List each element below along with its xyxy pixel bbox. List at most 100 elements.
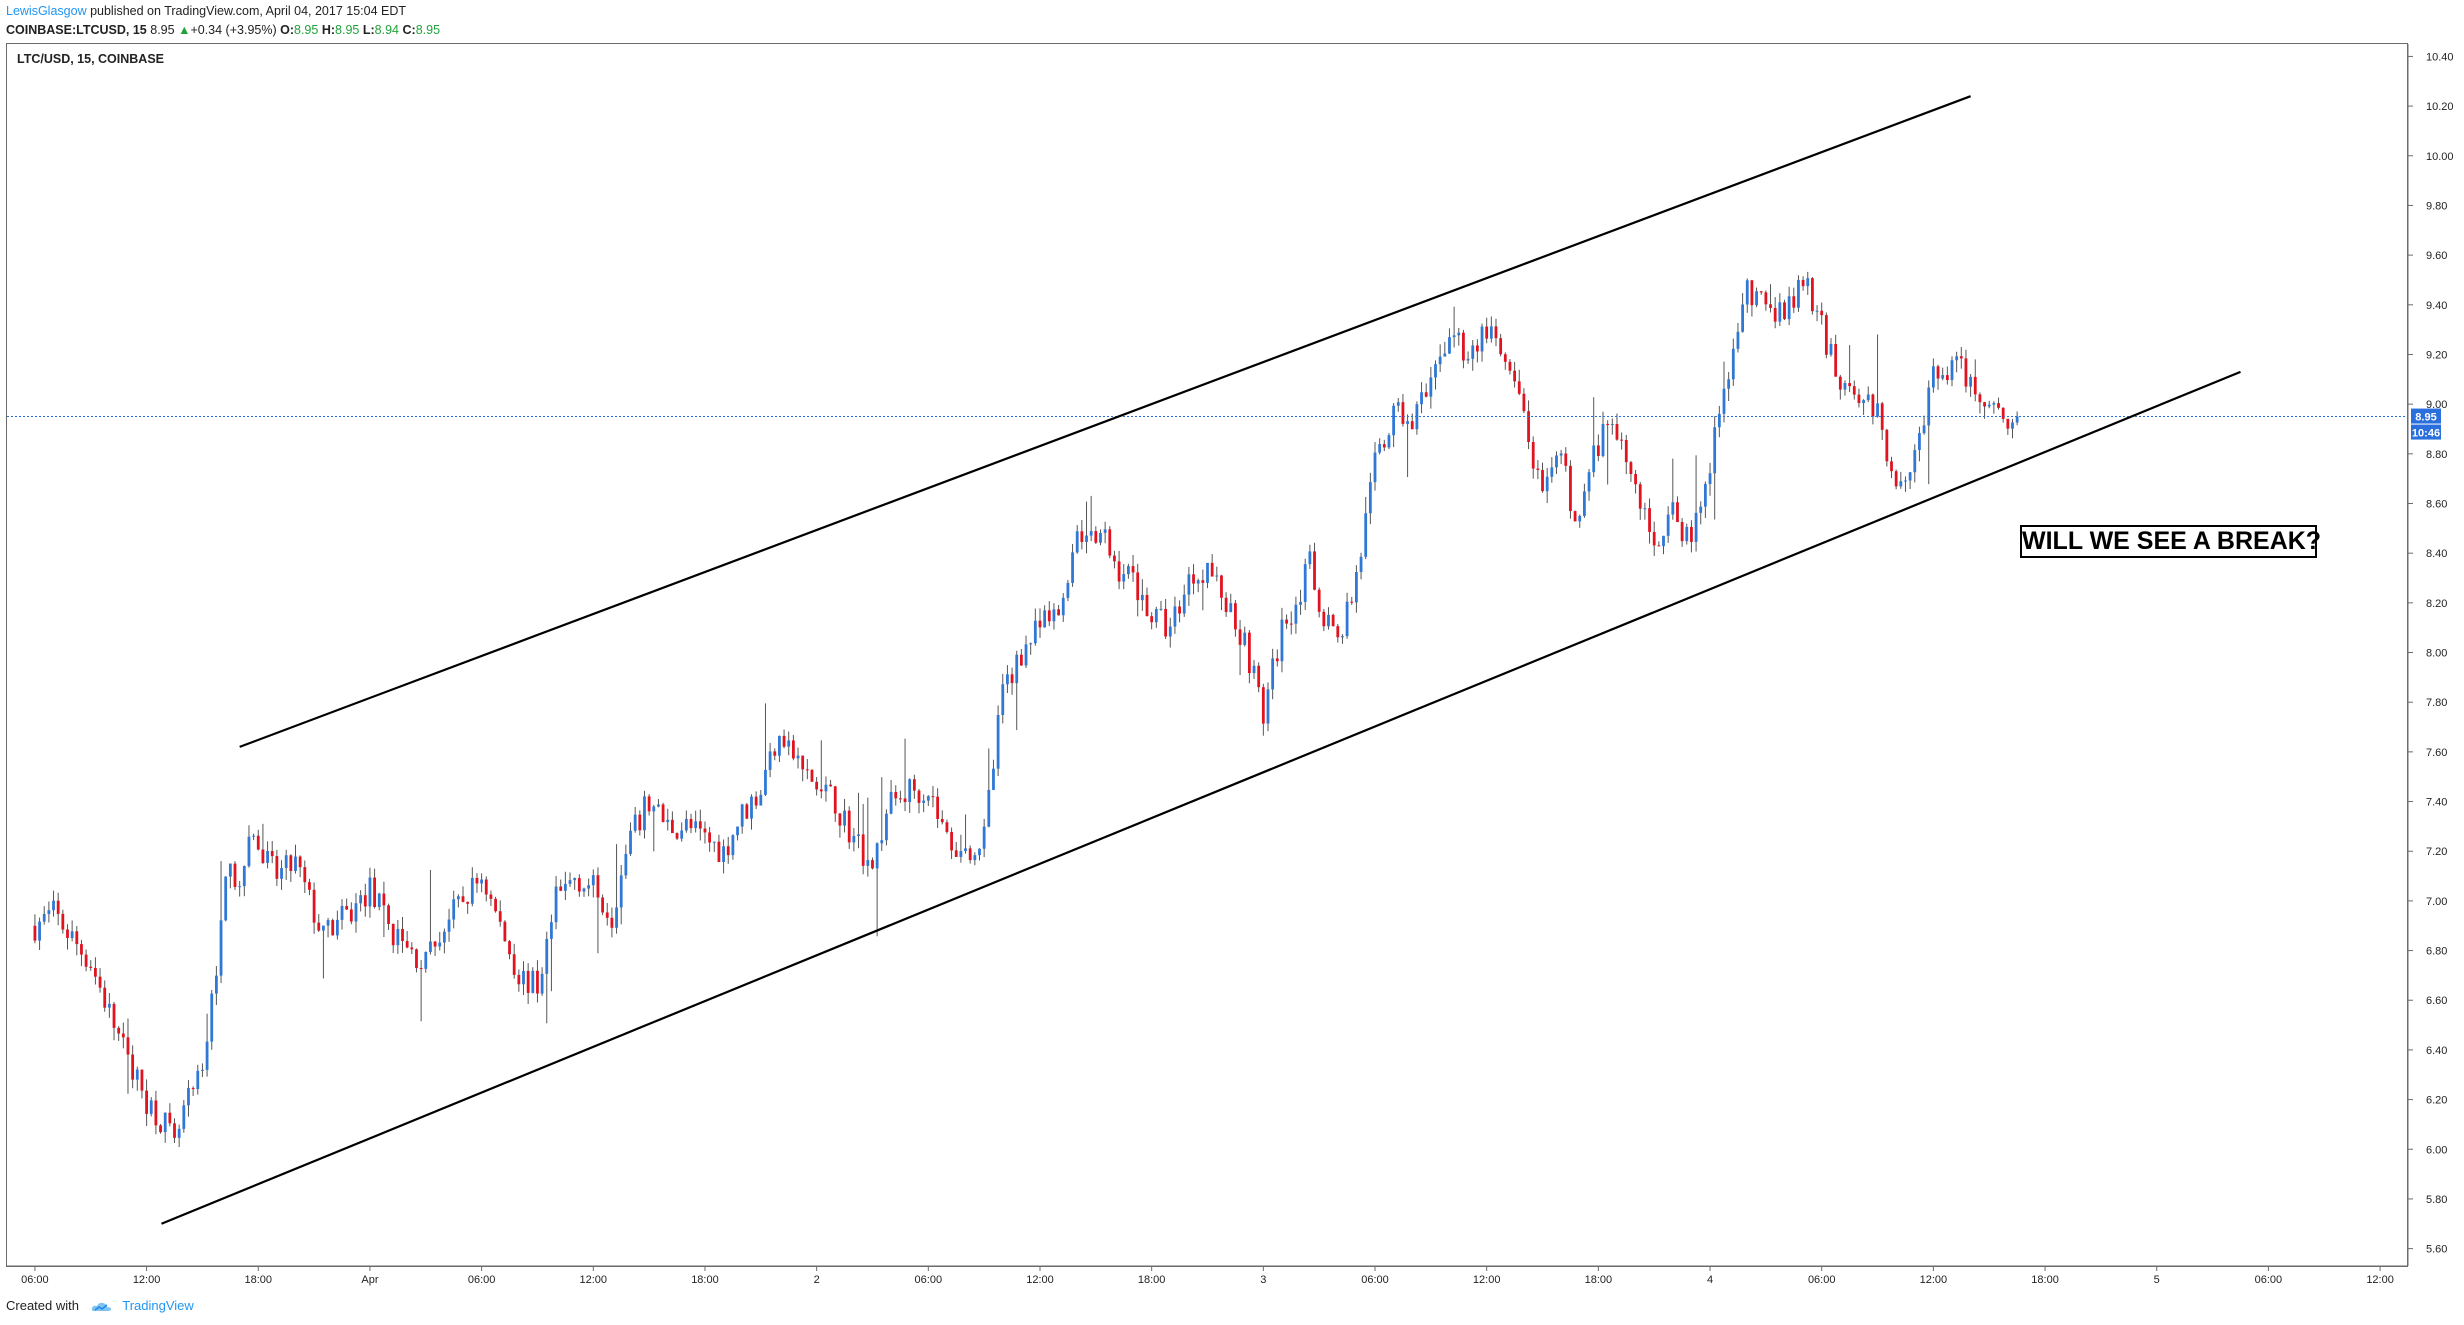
candle-up: [1559, 453, 1563, 456]
candle-down: [1792, 296, 1796, 308]
candle-down: [475, 877, 479, 884]
candle-down: [1759, 291, 1763, 293]
candle-up: [1387, 435, 1391, 448]
candle-up: [982, 826, 986, 849]
candle-down: [33, 925, 37, 941]
candle-up: [1717, 413, 1721, 428]
author-link[interactable]: LewisGlasgow: [6, 4, 87, 18]
candle-down: [373, 877, 376, 908]
candle-up: [1378, 444, 1382, 453]
candle-down: [1475, 345, 1479, 352]
candle-up: [70, 931, 74, 938]
candle-down: [1382, 444, 1386, 448]
candle-down: [1615, 424, 1619, 440]
candle-up: [196, 1070, 200, 1090]
candle-up: [591, 875, 595, 886]
candle-down: [861, 834, 865, 866]
candle-up: [242, 866, 246, 887]
candle-down: [1769, 304, 1772, 308]
candle-down: [698, 821, 702, 829]
candle-down: [815, 781, 819, 790]
candle-up: [615, 907, 618, 928]
candle-up: [1987, 404, 1991, 407]
candle-down: [1522, 393, 1526, 412]
candle-up: [266, 850, 269, 863]
candle-up: [294, 856, 297, 871]
candle-up: [1373, 452, 1377, 483]
candle-down: [517, 974, 521, 985]
candle-down: [1820, 310, 1824, 316]
candle-down: [1080, 531, 1084, 543]
candle-down: [1224, 597, 1228, 613]
candle-up: [284, 855, 288, 869]
candle-up: [1071, 552, 1074, 583]
candle-up: [1089, 531, 1093, 536]
candle-up: [1904, 480, 1907, 482]
candle-down: [838, 813, 842, 826]
candle-up: [214, 975, 218, 994]
candle-up: [978, 848, 981, 856]
candle-down: [903, 798, 907, 803]
candle-down: [1247, 632, 1251, 674]
candle-down: [1848, 383, 1852, 387]
candle-down: [810, 769, 814, 782]
candle-down: [536, 970, 539, 994]
candle-up: [973, 855, 977, 861]
candle-down: [1192, 574, 1195, 584]
candle-down: [1517, 381, 1521, 394]
candle-down: [466, 901, 470, 904]
candle-up: [1806, 278, 1810, 287]
candle-up: [1434, 364, 1437, 378]
candle-down: [670, 819, 674, 834]
candle-up: [1797, 279, 1800, 308]
candle-down: [1620, 439, 1624, 441]
candle-up: [764, 769, 767, 795]
candle-up: [750, 796, 753, 819]
candle-down: [56, 900, 60, 914]
candle-down: [1606, 423, 1610, 425]
candle-up: [1699, 506, 1703, 513]
x-tick-label: 18:00: [1138, 1274, 1166, 1286]
candle-up: [1685, 526, 1689, 542]
candle-down: [1238, 629, 1242, 645]
candle-down: [708, 832, 712, 843]
candle-up: [1931, 366, 1935, 388]
candle-up: [875, 843, 879, 869]
candle-down: [847, 810, 851, 843]
open-label: O:: [280, 23, 294, 37]
candle-down: [1811, 278, 1814, 312]
candle-down: [912, 779, 916, 791]
candle-down: [717, 841, 721, 863]
candle-up: [926, 796, 930, 801]
candle-up: [1280, 619, 1284, 662]
annotation-box[interactable]: WILL WE SEE A BREAK?: [2020, 525, 2321, 558]
x-tick-label: 06:00: [1361, 1274, 1389, 1286]
candle-down: [121, 1033, 125, 1038]
candle-up: [1006, 674, 1009, 685]
candle-up: [1899, 481, 1903, 487]
x-tick-label: 06:00: [1808, 1274, 1836, 1286]
tradingview-cloud-icon: [91, 1302, 111, 1311]
candle-down: [1871, 394, 1875, 417]
candle-up: [1001, 684, 1005, 716]
candle-up: [1327, 614, 1330, 627]
candle-up: [1173, 606, 1177, 627]
x-tick-label: 4: [1707, 1274, 1713, 1286]
candle-up: [1480, 326, 1484, 352]
candle-down: [1038, 620, 1042, 628]
candle-down: [1978, 394, 1982, 403]
candle-up: [1406, 421, 1409, 424]
candle-down: [75, 931, 79, 945]
candle-down: [154, 1100, 158, 1126]
y-tick-label: 8.80: [2426, 449, 2447, 461]
y-tick-label: 8.20: [2426, 598, 2447, 610]
candle-up: [1815, 310, 1819, 312]
candle-down: [745, 804, 749, 819]
candle-up: [424, 951, 428, 969]
candle-down: [1676, 502, 1679, 523]
candle-up: [1587, 472, 1591, 492]
candle-up: [1229, 603, 1233, 613]
tradingview-brand[interactable]: TradingView: [122, 1298, 194, 1313]
candle-up: [396, 928, 400, 946]
